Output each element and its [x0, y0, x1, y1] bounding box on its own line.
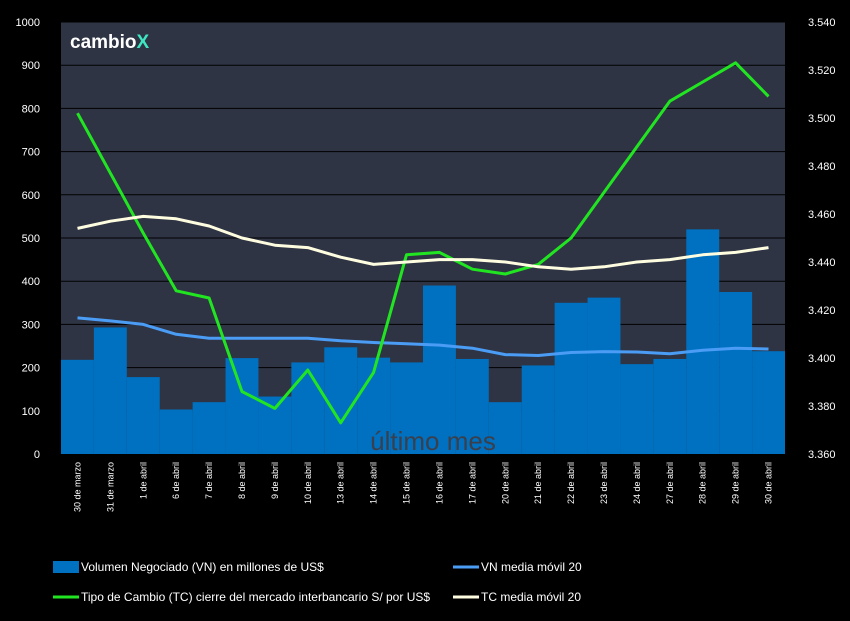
- left-axis-ticks: 0 100 200 300 400 500 600 700 800 900 1000: [16, 17, 40, 461]
- legend-swatch: [53, 561, 79, 573]
- left-tick-label: 300: [22, 319, 40, 331]
- logo-text: cambio: [70, 32, 137, 53]
- series-line: [77, 214, 769, 271]
- left-tick-label: 900: [22, 60, 40, 72]
- volume-bar: [554, 302, 588, 454]
- left-tick-label: 1000: [16, 17, 40, 29]
- volume-bar: [225, 358, 259, 454]
- volume-bar: [159, 409, 193, 454]
- x-tick-label: 22 de abril: [566, 462, 576, 504]
- right-tick-label: 3.500: [808, 113, 836, 125]
- volume-bar: [423, 285, 456, 454]
- x-tick-label: 28 de abril: [698, 462, 708, 504]
- volume-bar: [258, 396, 292, 454]
- volume-bar: [126, 377, 160, 454]
- x-tick-label: 6 de abril: [171, 462, 181, 499]
- x-tick-label: 29 de abril: [731, 462, 741, 504]
- volume-bar: [521, 365, 555, 454]
- x-tick-label: 16 de abril: [434, 462, 444, 504]
- period-annotation: último mes: [370, 426, 496, 456]
- x-tick-label: 8 de abril: [237, 462, 247, 499]
- left-tick-label: 100: [22, 406, 40, 418]
- right-tick-label: 3.400: [808, 353, 836, 365]
- volume-bar: [291, 362, 325, 454]
- right-tick-label: 3.360: [808, 449, 836, 461]
- right-tick-label: 3.380: [808, 401, 836, 413]
- left-tick-label: 700: [22, 147, 40, 159]
- volume-bar: [61, 359, 94, 454]
- right-tick-label: 3.540: [808, 17, 836, 29]
- legend-label: VN media móvil 20: [481, 560, 582, 574]
- svg-text:cambioX: cambioX: [70, 32, 150, 53]
- legend: Volumen Negociado (VN) en millones de US…: [53, 560, 582, 604]
- right-tick-label: 3.520: [808, 65, 836, 77]
- volume-bars: [61, 229, 785, 454]
- volume-bar: [620, 364, 654, 454]
- volume-bar: [488, 402, 522, 454]
- x-tick-label: 23 de abril: [599, 462, 609, 504]
- volume-bar: [455, 358, 489, 454]
- right-tick-label: 3.440: [808, 257, 836, 269]
- left-tick-label: 400: [22, 276, 40, 288]
- volume-bar: [587, 297, 621, 454]
- series-line: [76, 61, 770, 425]
- x-tick-label: 17 de abril: [467, 462, 477, 504]
- volume-bar: [653, 358, 687, 454]
- right-tick-label: 3.420: [808, 305, 836, 317]
- volume-bar: [719, 292, 753, 454]
- volume-bar: [390, 362, 423, 454]
- left-tick-label: 800: [22, 103, 40, 115]
- x-tick-label: 1 de abril: [138, 462, 148, 499]
- volume-bar: [752, 351, 785, 454]
- x-tick-label: 21 de abril: [533, 462, 543, 504]
- logo-mark: X: [137, 32, 150, 53]
- left-tick-label: 0: [34, 449, 40, 461]
- x-tick-label: 30 de abril: [764, 462, 774, 504]
- left-tick-label: 500: [22, 233, 40, 245]
- x-tick-label: 20 de abril: [500, 462, 510, 504]
- x-tick-label: 31 de marzo: [105, 462, 115, 512]
- series-line: [77, 316, 769, 357]
- right-tick-label: 3.460: [808, 209, 836, 221]
- x-tick-label: 15 de abril: [402, 462, 412, 504]
- x-tick-label: 13 de abril: [336, 462, 346, 504]
- x-tick-label: 24 de abril: [632, 462, 642, 504]
- logo: cambioX: [70, 32, 150, 53]
- x-tick-label: 7 de abril: [204, 462, 214, 499]
- x-tick-label: 9 de abril: [270, 462, 280, 499]
- legend-label: Volumen Negociado (VN) en millones de US…: [81, 560, 324, 574]
- volume-bar: [686, 229, 720, 454]
- volume-bar: [93, 327, 127, 454]
- legend-label: TC media móvil 20: [481, 590, 581, 604]
- volume-bar: [192, 402, 226, 454]
- x-tick-label: 30 de marzo: [72, 462, 82, 512]
- left-tick-label: 600: [22, 190, 40, 202]
- left-tick-label: 200: [22, 363, 40, 375]
- right-axis-ticks: 3.360 3.380 3.400 3.420 3.440 3.460 3.480 3.500…: [808, 17, 836, 461]
- legend-label: Tipo de Cambio (TC) cierre del mercado i…: [81, 590, 430, 604]
- series-lines: [76, 61, 770, 425]
- x-axis-ticks: 30 de marzo 31 de marzo 1 de abril 6 de abr…: [72, 462, 773, 512]
- x-tick-label: 10 de abril: [303, 462, 313, 504]
- x-tick-label: 27 de abril: [665, 462, 675, 504]
- x-tick-label: 14 de abril: [369, 462, 379, 504]
- volume-bar: [324, 347, 358, 454]
- right-tick-label: 3.480: [808, 161, 836, 173]
